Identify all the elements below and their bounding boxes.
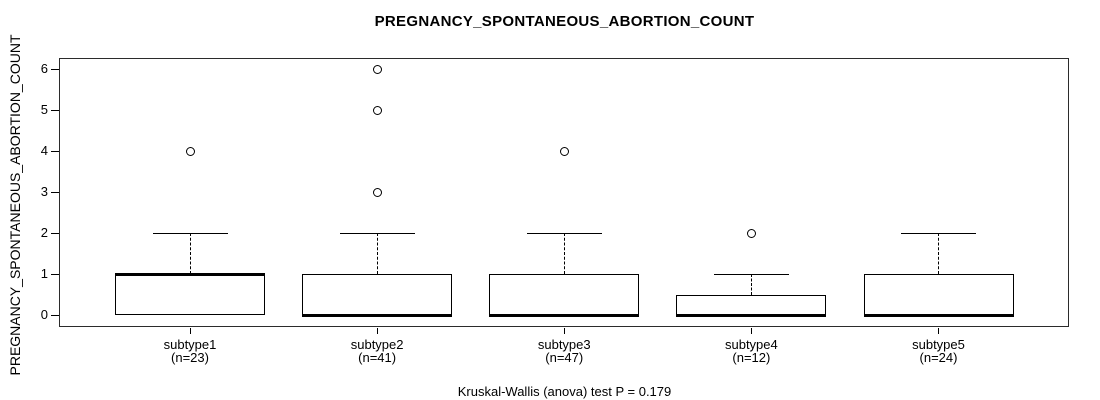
plot-frame: [59, 58, 1069, 327]
whisker-upper-stem: [938, 233, 939, 274]
whisker-upper-stem: [189, 233, 191, 274]
x-axis-group-n-label: (n=12): [732, 350, 771, 365]
iqr-box: [863, 274, 1014, 315]
y-axis-tick-label: 3: [40, 184, 48, 199]
x-axis-tick: [938, 328, 939, 334]
chart-title: PREGNANCY_SPONTANEOUS_ABORTION_COUNT: [374, 13, 755, 30]
x-axis-group-n-label: (n=47): [545, 350, 584, 365]
whisker-upper-cap: [152, 233, 228, 234]
y-axis-tick: [51, 274, 59, 275]
x-axis-group-label: subtype3: [537, 337, 591, 352]
outlier-point: [559, 146, 569, 156]
stat-test-caption: Kruskal-Wallis (anova) test P = 0.179: [457, 384, 672, 399]
y-axis-tick: [51, 233, 59, 234]
y-axis-tick-label: 5: [40, 102, 48, 117]
x-axis-group-n-label: (n=41): [358, 350, 397, 365]
whisker-upper-cap: [339, 233, 415, 234]
whisker-upper-stem: [563, 233, 565, 274]
x-axis-tick: [376, 328, 378, 334]
outlier-point: [185, 146, 195, 156]
outlier-point: [372, 64, 382, 74]
y-axis-tick-label: 1: [40, 266, 48, 281]
whisker-upper-cap: [713, 274, 789, 275]
y-axis-tick-label: 6: [40, 61, 48, 76]
median-line: [115, 273, 265, 276]
y-axis-tick-label: 4: [40, 143, 48, 158]
x-axis-group-label: subtype4: [724, 337, 778, 352]
whisker-upper-cap: [901, 233, 976, 234]
outlier-point: [372, 105, 382, 115]
x-axis-group-n-label: (n=24): [919, 350, 958, 365]
outlier-point: [372, 187, 382, 197]
y-axis-label: PREGNANCY_SPONTANEOUS_ABORTION_COUNT: [7, 34, 23, 376]
x-axis-group-n-label: (n=23): [171, 350, 209, 365]
iqr-box: [115, 274, 265, 315]
y-axis-tick-label: 2: [40, 225, 48, 240]
median-line: [489, 314, 640, 317]
y-axis-tick: [51, 192, 59, 193]
y-axis-tick: [51, 151, 59, 152]
y-axis-tick: [51, 110, 59, 111]
x-axis-tick: [750, 328, 752, 334]
iqr-box: [489, 274, 640, 315]
median-line: [676, 314, 827, 317]
iqr-box: [676, 294, 827, 315]
y-axis-tick: [51, 69, 59, 70]
median-line: [302, 314, 453, 317]
whisker-upper-stem: [750, 274, 752, 295]
median-line: [863, 314, 1014, 317]
whisker-upper-stem: [376, 233, 378, 274]
outlier-point: [746, 228, 756, 238]
iqr-box: [302, 274, 453, 315]
y-axis-tick-label: 0: [40, 307, 48, 322]
y-axis-tick: [51, 315, 59, 316]
x-axis-tick: [563, 328, 565, 334]
x-axis-tick: [189, 328, 191, 334]
x-axis-group-label: subtype5: [912, 337, 965, 352]
x-axis-group-label: subtype2: [350, 337, 404, 352]
x-axis-group-label: subtype1: [163, 337, 217, 352]
whisker-upper-cap: [526, 233, 602, 234]
